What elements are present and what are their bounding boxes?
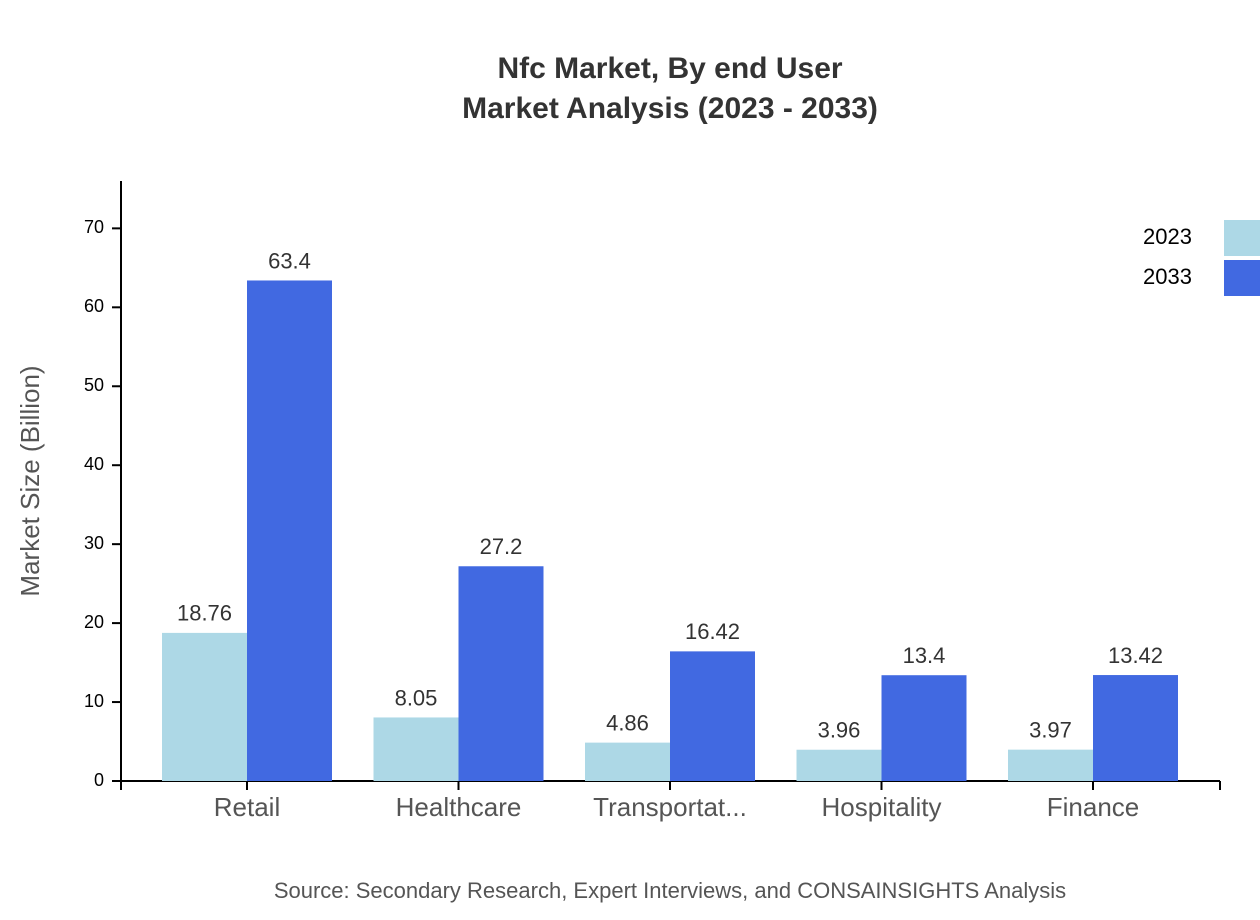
value-label: 13.42 [1108,643,1163,668]
x-tick-label: Hospitality [822,792,942,822]
x-tick-label: Finance [1047,792,1140,822]
x-tick-label: Healthcare [396,792,522,822]
value-label: 3.97 [1029,717,1072,742]
legend-label: 2033 [1143,264,1192,289]
value-label: 63.4 [268,248,311,273]
value-label: 18.76 [177,601,232,626]
y-tick-label: 10 [84,691,104,711]
legend-swatch [1224,220,1260,256]
bar [1093,675,1178,781]
bar [881,675,967,781]
legend-swatch [1224,260,1260,296]
source-note: Source: Secondary Research, Expert Inter… [274,878,1066,903]
bar [373,717,459,781]
y-tick-label: 60 [84,296,104,316]
y-tick-label: 20 [84,612,104,632]
value-label: 8.05 [395,685,438,710]
value-label: 27.2 [480,534,523,559]
bar [162,632,247,781]
bar [585,742,670,781]
y-tick-label: 50 [84,375,104,395]
y-tick-label: 70 [84,217,104,237]
legend-label: 2023 [1143,224,1192,249]
bar [796,749,882,781]
value-label: 3.96 [818,718,861,743]
bar [247,280,332,781]
y-tick-label: 40 [84,454,104,474]
y-tick-label: 30 [84,533,104,553]
x-tick-label: Transportat... [593,792,747,822]
chart-subtitle: Market Analysis (2023 - 2033) [462,92,878,125]
bar [1008,749,1093,781]
y-axis-label: Market Size (Billion) [15,365,45,596]
value-label: 13.4 [903,643,946,668]
x-tick-label: Retail [214,792,280,822]
y-tick-label: 0 [94,770,104,790]
value-label: 16.42 [685,619,740,644]
chart-title: Nfc Market, By end User [497,52,842,85]
value-label: 4.86 [606,710,649,735]
bar [458,566,544,781]
bar [670,651,755,781]
